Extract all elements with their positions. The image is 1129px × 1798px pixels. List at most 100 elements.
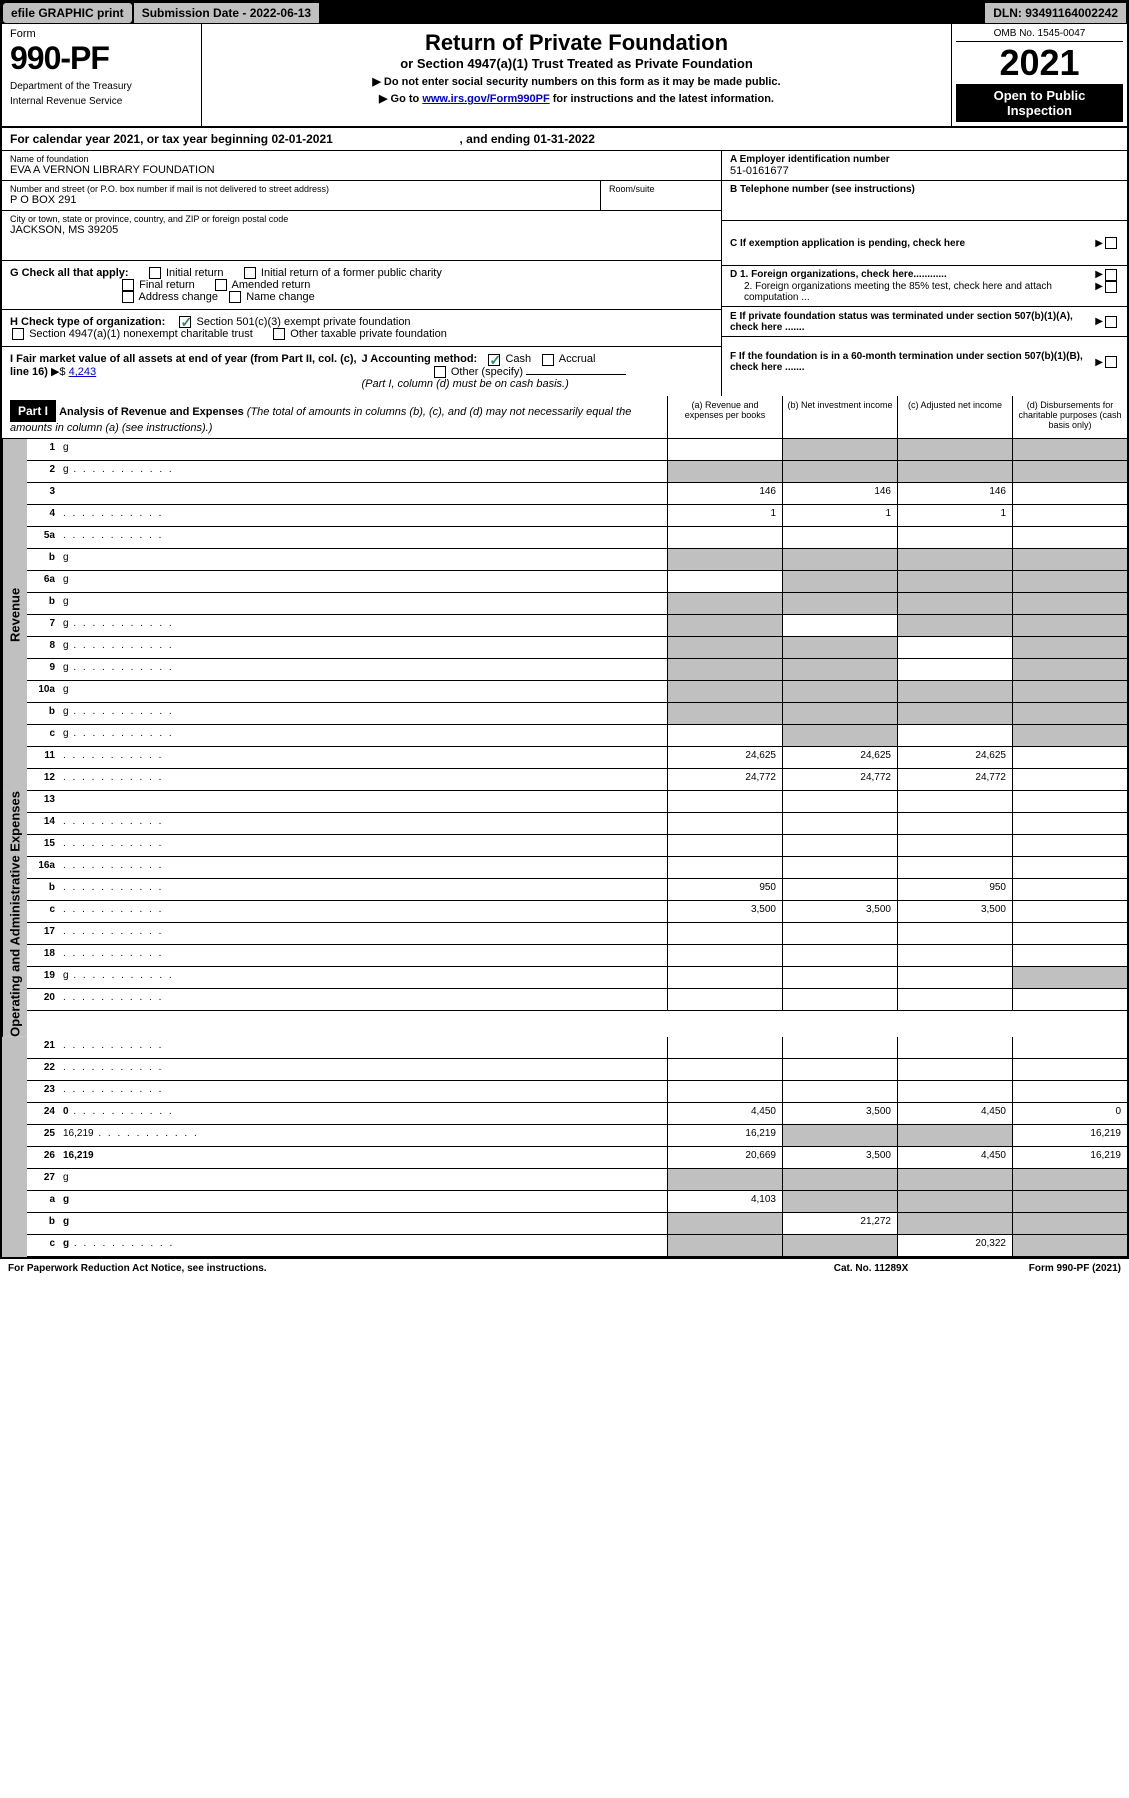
cell-d — [1012, 1235, 1127, 1256]
section-e: E If private foundation status was termi… — [722, 307, 1127, 337]
row-number: 4 — [27, 505, 59, 526]
cell-a: 16,219 — [667, 1125, 782, 1146]
cell-b — [782, 637, 897, 658]
cell-a — [667, 681, 782, 702]
city-val: JACKSON, MS 39205 — [10, 224, 713, 236]
cell-b — [782, 967, 897, 988]
table-row: 5a — [27, 527, 1127, 549]
cell-b — [782, 989, 897, 1010]
checkbox-name-change[interactable] — [229, 291, 241, 303]
cell-c — [897, 857, 1012, 878]
cell-b — [782, 527, 897, 548]
checkbox-501c3[interactable] — [179, 316, 191, 328]
checkbox-amended[interactable] — [215, 279, 227, 291]
cell-a — [667, 1235, 782, 1256]
foundation-name-cell: Name of foundation EVA A VERNON LIBRARY … — [2, 151, 721, 181]
cell-a — [667, 945, 782, 966]
checkbox-accrual[interactable] — [542, 354, 554, 366]
cell-c — [897, 571, 1012, 592]
cell-b: 3,500 — [782, 1103, 897, 1124]
checkbox-4947[interactable] — [12, 328, 24, 340]
checkbox-final-return[interactable] — [122, 279, 134, 291]
opex-side-label: Operating and Administrative Expenses — [2, 791, 27, 1037]
cell-c — [897, 549, 1012, 570]
checkbox-other-taxable[interactable] — [273, 328, 285, 340]
form-title: Return of Private Foundation — [214, 30, 939, 56]
cell-a — [667, 461, 782, 482]
row-number: 14 — [27, 813, 59, 834]
efile-badge: efile GRAPHIC print — [2, 2, 133, 24]
row-description — [59, 1059, 667, 1080]
cell-b — [782, 571, 897, 592]
cell-d: 0 — [1012, 1103, 1127, 1124]
checkbox-d1[interactable] — [1105, 269, 1117, 281]
checkbox-initial-return[interactable] — [149, 267, 161, 279]
row-description — [59, 527, 667, 548]
checkbox-other-method[interactable] — [434, 366, 446, 378]
cell-b — [782, 549, 897, 570]
row-description: g — [59, 725, 667, 746]
col-a-header: (a) Revenue and expenses per books — [667, 396, 782, 438]
row-number: b — [27, 1213, 59, 1234]
table-row: 2g — [27, 461, 1127, 483]
cell-a — [667, 1169, 782, 1190]
cell-b — [782, 923, 897, 944]
table-row: ag4,103 — [27, 1191, 1127, 1213]
table-row: 18 — [27, 945, 1127, 967]
cell-b — [782, 813, 897, 834]
row-number: b — [27, 703, 59, 724]
cell-d: 16,219 — [1012, 1147, 1127, 1168]
cell-c — [897, 527, 1012, 548]
checkbox-cash[interactable] — [488, 354, 500, 366]
cell-d — [1012, 637, 1127, 658]
checkbox-c[interactable] — [1105, 237, 1117, 249]
row-number: b — [27, 549, 59, 570]
table-row: bg21,272 — [27, 1213, 1127, 1235]
cell-b — [782, 1037, 897, 1058]
cell-a: 20,669 — [667, 1147, 782, 1168]
row-description — [59, 901, 667, 922]
row-description: g — [59, 681, 667, 702]
room-cell: Room/suite — [601, 181, 721, 211]
cell-d — [1012, 593, 1127, 614]
cell-a: 3,500 — [667, 901, 782, 922]
cell-a — [667, 1059, 782, 1080]
cell-a — [667, 703, 782, 724]
table-row: 14 — [27, 813, 1127, 835]
row-description — [59, 945, 667, 966]
cell-d — [1012, 1213, 1127, 1234]
cell-d — [1012, 725, 1127, 746]
cell-c — [897, 1125, 1012, 1146]
cell-b: 21,272 — [782, 1213, 897, 1234]
cell-d — [1012, 1191, 1127, 1212]
cell-a — [667, 923, 782, 944]
cell-b: 1 — [782, 505, 897, 526]
cell-d — [1012, 901, 1127, 922]
submission-date: Submission Date - 2022-06-13 — [133, 2, 320, 24]
cell-a — [667, 571, 782, 592]
cell-a: 950 — [667, 879, 782, 900]
irs-link[interactable]: www.irs.gov/Form990PF — [422, 93, 549, 105]
table-row: 17 — [27, 923, 1127, 945]
cell-b — [782, 1059, 897, 1080]
fmv-link[interactable]: 4,243 — [69, 366, 97, 378]
table-row: 13 — [27, 791, 1127, 813]
cell-b: 3,500 — [782, 1147, 897, 1168]
ein-cell: A Employer identification number 51-0161… — [722, 151, 1127, 181]
checkbox-f[interactable] — [1105, 356, 1117, 368]
cell-c — [897, 1081, 1012, 1102]
row-number: 1 — [27, 439, 59, 460]
revenue-side-label: Revenue — [2, 439, 27, 791]
table-row: cg — [27, 725, 1127, 747]
dln: DLN: 93491164002242 — [984, 2, 1127, 24]
checkbox-initial-former[interactable] — [244, 267, 256, 279]
cell-c — [897, 923, 1012, 944]
form-label: Form — [10, 28, 193, 40]
checkbox-e[interactable] — [1105, 316, 1117, 328]
checkbox-d2[interactable] — [1105, 281, 1117, 293]
cell-b — [782, 461, 897, 482]
row-description: g — [59, 439, 667, 460]
table-row: bg — [27, 703, 1127, 725]
checkbox-address-change[interactable] — [122, 291, 134, 303]
table-row: 8g — [27, 637, 1127, 659]
